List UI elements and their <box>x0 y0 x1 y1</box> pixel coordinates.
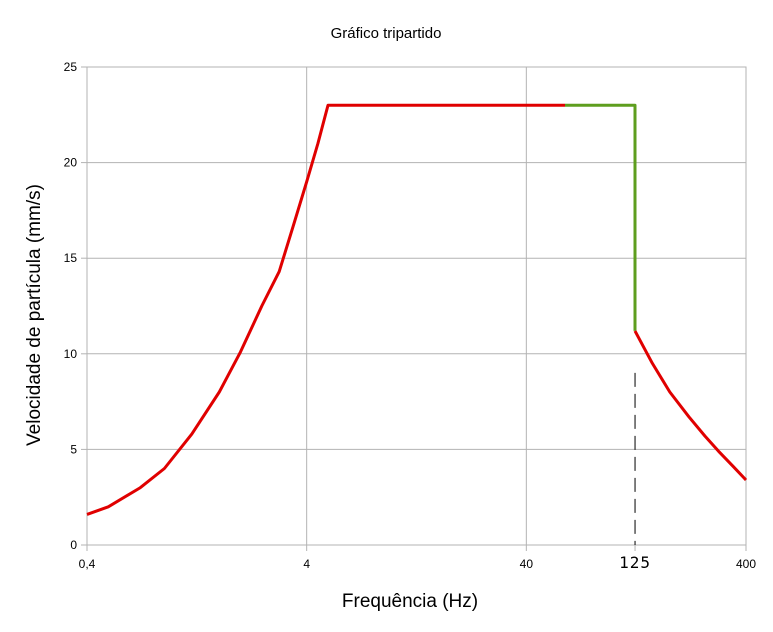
y-tick-label: 0 <box>70 538 77 552</box>
y-tick-label: 25 <box>64 60 78 74</box>
x-tick-label: 400 <box>736 557 756 571</box>
series-line-2 <box>633 330 748 482</box>
y-tick-labels: 0 5 10 15 20 25 <box>64 60 78 552</box>
y-tick-label: 20 <box>64 156 78 170</box>
y-tick-label: 15 <box>64 251 78 265</box>
series-line-0 <box>86 103 565 516</box>
x-axis-label: Frequência (Hz) <box>342 591 478 612</box>
y-tick-label: 10 <box>64 347 78 361</box>
y-axis-label: Velocidade de partícula (mm/s) <box>24 184 45 446</box>
x-tick-labels: 0,4 4 40 125 400 <box>79 553 757 572</box>
plot-area <box>86 66 747 546</box>
x-tick-label: 0,4 <box>79 557 96 571</box>
grid <box>81 66 747 551</box>
x-tick-label: 125 <box>619 553 651 572</box>
chart-title: Gráfico tripartido <box>331 25 442 42</box>
x-tick-label: 40 <box>520 557 534 571</box>
series-lines <box>86 103 748 516</box>
y-tick-label: 5 <box>70 442 77 456</box>
series-line-1 <box>565 103 637 331</box>
x-tick-label: 4 <box>303 557 310 571</box>
